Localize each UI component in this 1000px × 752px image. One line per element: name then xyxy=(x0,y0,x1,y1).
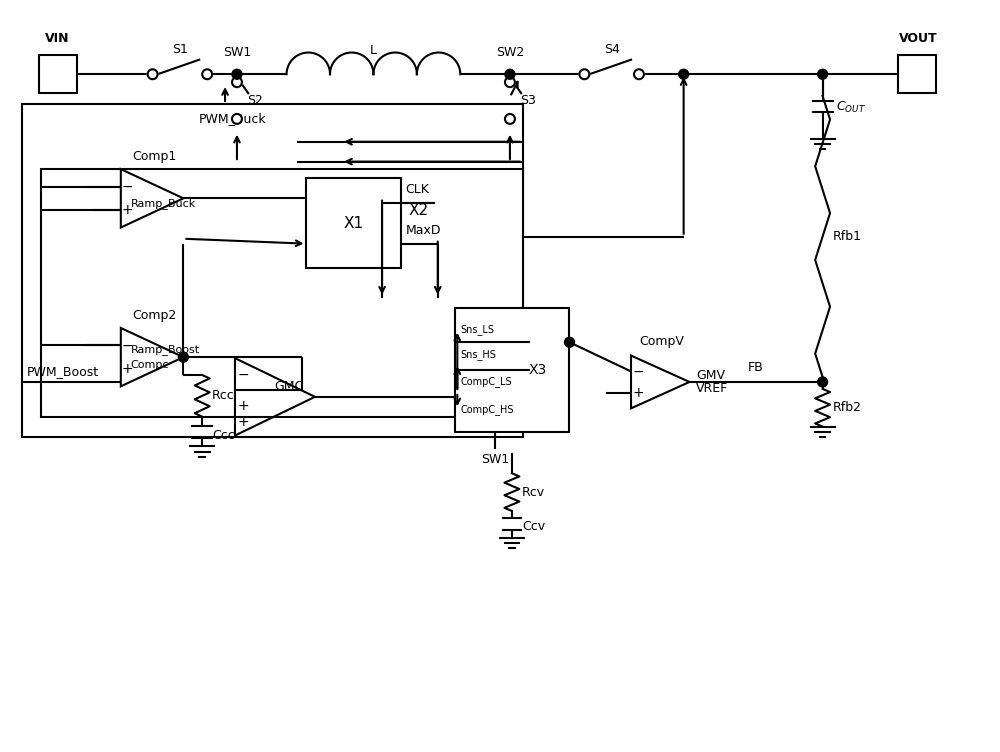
Text: PWM_Boost: PWM_Boost xyxy=(27,365,99,378)
Circle shape xyxy=(579,69,589,79)
Bar xyxy=(306,178,401,268)
Circle shape xyxy=(679,69,689,79)
Circle shape xyxy=(202,69,212,79)
Text: FB: FB xyxy=(748,361,764,374)
Circle shape xyxy=(505,69,515,79)
Text: VREF: VREF xyxy=(696,382,729,396)
Text: X3: X3 xyxy=(528,362,547,377)
Text: +: + xyxy=(237,399,249,413)
Text: Ccv: Ccv xyxy=(522,520,545,533)
Text: −: − xyxy=(237,368,249,382)
Circle shape xyxy=(505,77,515,87)
Text: −: − xyxy=(122,180,134,194)
Text: MaxD: MaxD xyxy=(406,224,441,237)
Text: SW2: SW2 xyxy=(496,47,524,59)
Text: L: L xyxy=(370,44,377,57)
Text: Rfb2: Rfb2 xyxy=(833,402,862,414)
Circle shape xyxy=(634,69,644,79)
Text: Ccc: Ccc xyxy=(212,429,235,442)
Text: CLK: CLK xyxy=(406,183,430,196)
Text: S1: S1 xyxy=(172,44,188,56)
Text: SW1: SW1 xyxy=(223,47,251,59)
Text: S2: S2 xyxy=(247,94,263,107)
Text: Compc: Compc xyxy=(131,359,169,370)
Text: Ramp_Boost: Ramp_Boost xyxy=(131,344,200,355)
Text: X2: X2 xyxy=(408,203,428,218)
Circle shape xyxy=(818,69,828,79)
Text: +: + xyxy=(122,203,134,217)
Text: GMV: GMV xyxy=(696,368,725,382)
Text: Sns_LS: Sns_LS xyxy=(460,324,494,335)
Circle shape xyxy=(232,69,242,79)
Text: VIN: VIN xyxy=(45,32,70,45)
Circle shape xyxy=(148,69,158,79)
Text: X1: X1 xyxy=(344,216,364,231)
Circle shape xyxy=(818,377,828,387)
Bar xyxy=(898,56,936,93)
Text: +: + xyxy=(632,386,644,399)
Bar xyxy=(41,168,523,417)
Text: CompV: CompV xyxy=(639,335,684,348)
Text: Sns_HS: Sns_HS xyxy=(460,349,496,360)
Bar xyxy=(336,124,500,298)
Text: GMC: GMC xyxy=(275,381,304,393)
Text: −: − xyxy=(632,365,644,378)
Text: SW1: SW1 xyxy=(481,453,509,466)
Text: Comp2: Comp2 xyxy=(132,309,176,322)
Text: PWM_Buck: PWM_Buck xyxy=(198,112,266,125)
Text: S3: S3 xyxy=(520,94,536,107)
Text: +: + xyxy=(237,414,249,429)
Circle shape xyxy=(232,77,242,87)
Text: Rcc: Rcc xyxy=(212,390,235,402)
Text: $C_{OUT}$: $C_{OUT}$ xyxy=(836,99,866,114)
Circle shape xyxy=(565,338,574,347)
Bar xyxy=(22,104,523,437)
Text: Rcv: Rcv xyxy=(522,486,545,499)
Text: VOUT: VOUT xyxy=(899,32,937,45)
Text: CompC_LS: CompC_LS xyxy=(460,377,512,387)
Circle shape xyxy=(505,114,515,124)
Text: +: + xyxy=(122,362,134,376)
Text: S4: S4 xyxy=(604,44,620,56)
Circle shape xyxy=(232,114,242,124)
Text: CompC_HS: CompC_HS xyxy=(460,404,514,414)
Bar xyxy=(39,56,77,93)
Text: Rfb1: Rfb1 xyxy=(833,230,862,243)
Text: −: − xyxy=(122,338,134,353)
Text: −: − xyxy=(237,383,249,396)
Circle shape xyxy=(178,352,188,362)
Bar xyxy=(455,308,569,432)
Text: Ramp_Buck: Ramp_Buck xyxy=(131,198,196,209)
Text: Comp1: Comp1 xyxy=(132,150,176,163)
